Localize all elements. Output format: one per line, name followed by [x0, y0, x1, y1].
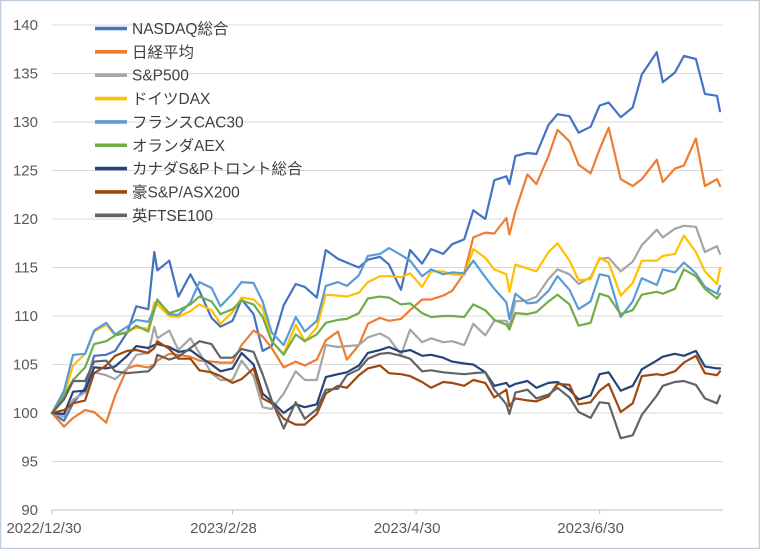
- series-line-2: [50, 224, 722, 418]
- series-line-5: [50, 268, 722, 415]
- y-tick-label: 115: [14, 260, 38, 277]
- y-tick-label: 125: [13, 163, 38, 180]
- y-tick-label: 100: [13, 405, 38, 422]
- y-tick-label: 135: [13, 66, 38, 83]
- legend-item-3: ドイツDAX: [95, 91, 211, 108]
- legend-label: フランスCAC30: [132, 114, 244, 131]
- gridlines: [52, 24, 723, 511]
- series-line-6: [50, 343, 722, 416]
- y-axis-labels: 90 95 100 105 110 115 120 125 130 135 140: [13, 17, 38, 519]
- series-line-1: [50, 126, 722, 428]
- x-tick-label: 2022/12/30: [6, 520, 81, 537]
- y-tick-label: 95: [21, 454, 38, 471]
- legend-item-7: 豪S&P/ASX200: [95, 182, 240, 201]
- legend-label: 英FTSE100: [132, 207, 213, 225]
- y-tick-label: 105: [13, 357, 38, 374]
- legend-item-6: カナダS&Pトロント総合: [95, 160, 303, 178]
- legend-item-5: オランダAEX: [95, 137, 226, 155]
- x-tick-label: 2023/4/30: [374, 520, 441, 537]
- y-tick-label: 140: [13, 17, 38, 34]
- series-line-7: [50, 340, 722, 426]
- legend-item-2: S&P500: [95, 68, 189, 85]
- series-lines: [50, 51, 722, 440]
- legend-item-8: 英FTSE100: [95, 207, 213, 225]
- legend-label: 豪S&P/ASX200: [132, 182, 240, 201]
- x-tick-label: 2023/2/28: [190, 520, 257, 537]
- series-line-8: [50, 340, 722, 440]
- legend-label: S&P500: [132, 68, 189, 85]
- legend-label: カナダS&Pトロント総合: [132, 160, 303, 178]
- legend-label: オランダAEX: [132, 137, 226, 155]
- y-tick-label: 120: [13, 211, 38, 228]
- legend-label: 日経平均: [132, 43, 194, 61]
- y-tick-label: 130: [13, 114, 38, 131]
- y-tick-label: 90: [21, 502, 38, 519]
- x-axis: 2022/12/30 2023/2/28 2023/4/30 2023/6/30: [6, 510, 624, 537]
- legend-label: NASDAQ総合: [132, 20, 229, 38]
- legend-item-0: NASDAQ総合: [95, 20, 229, 38]
- series-line-3: [50, 234, 722, 415]
- series-line-0: [50, 51, 722, 422]
- legend-item-1: 日経平均: [95, 43, 194, 61]
- legend-label: ドイツDAX: [132, 91, 211, 108]
- legend-item-4: フランスCAC30: [95, 114, 244, 131]
- x-tick-label: 2023/6/30: [557, 520, 624, 537]
- y-tick-label: 110: [14, 308, 38, 325]
